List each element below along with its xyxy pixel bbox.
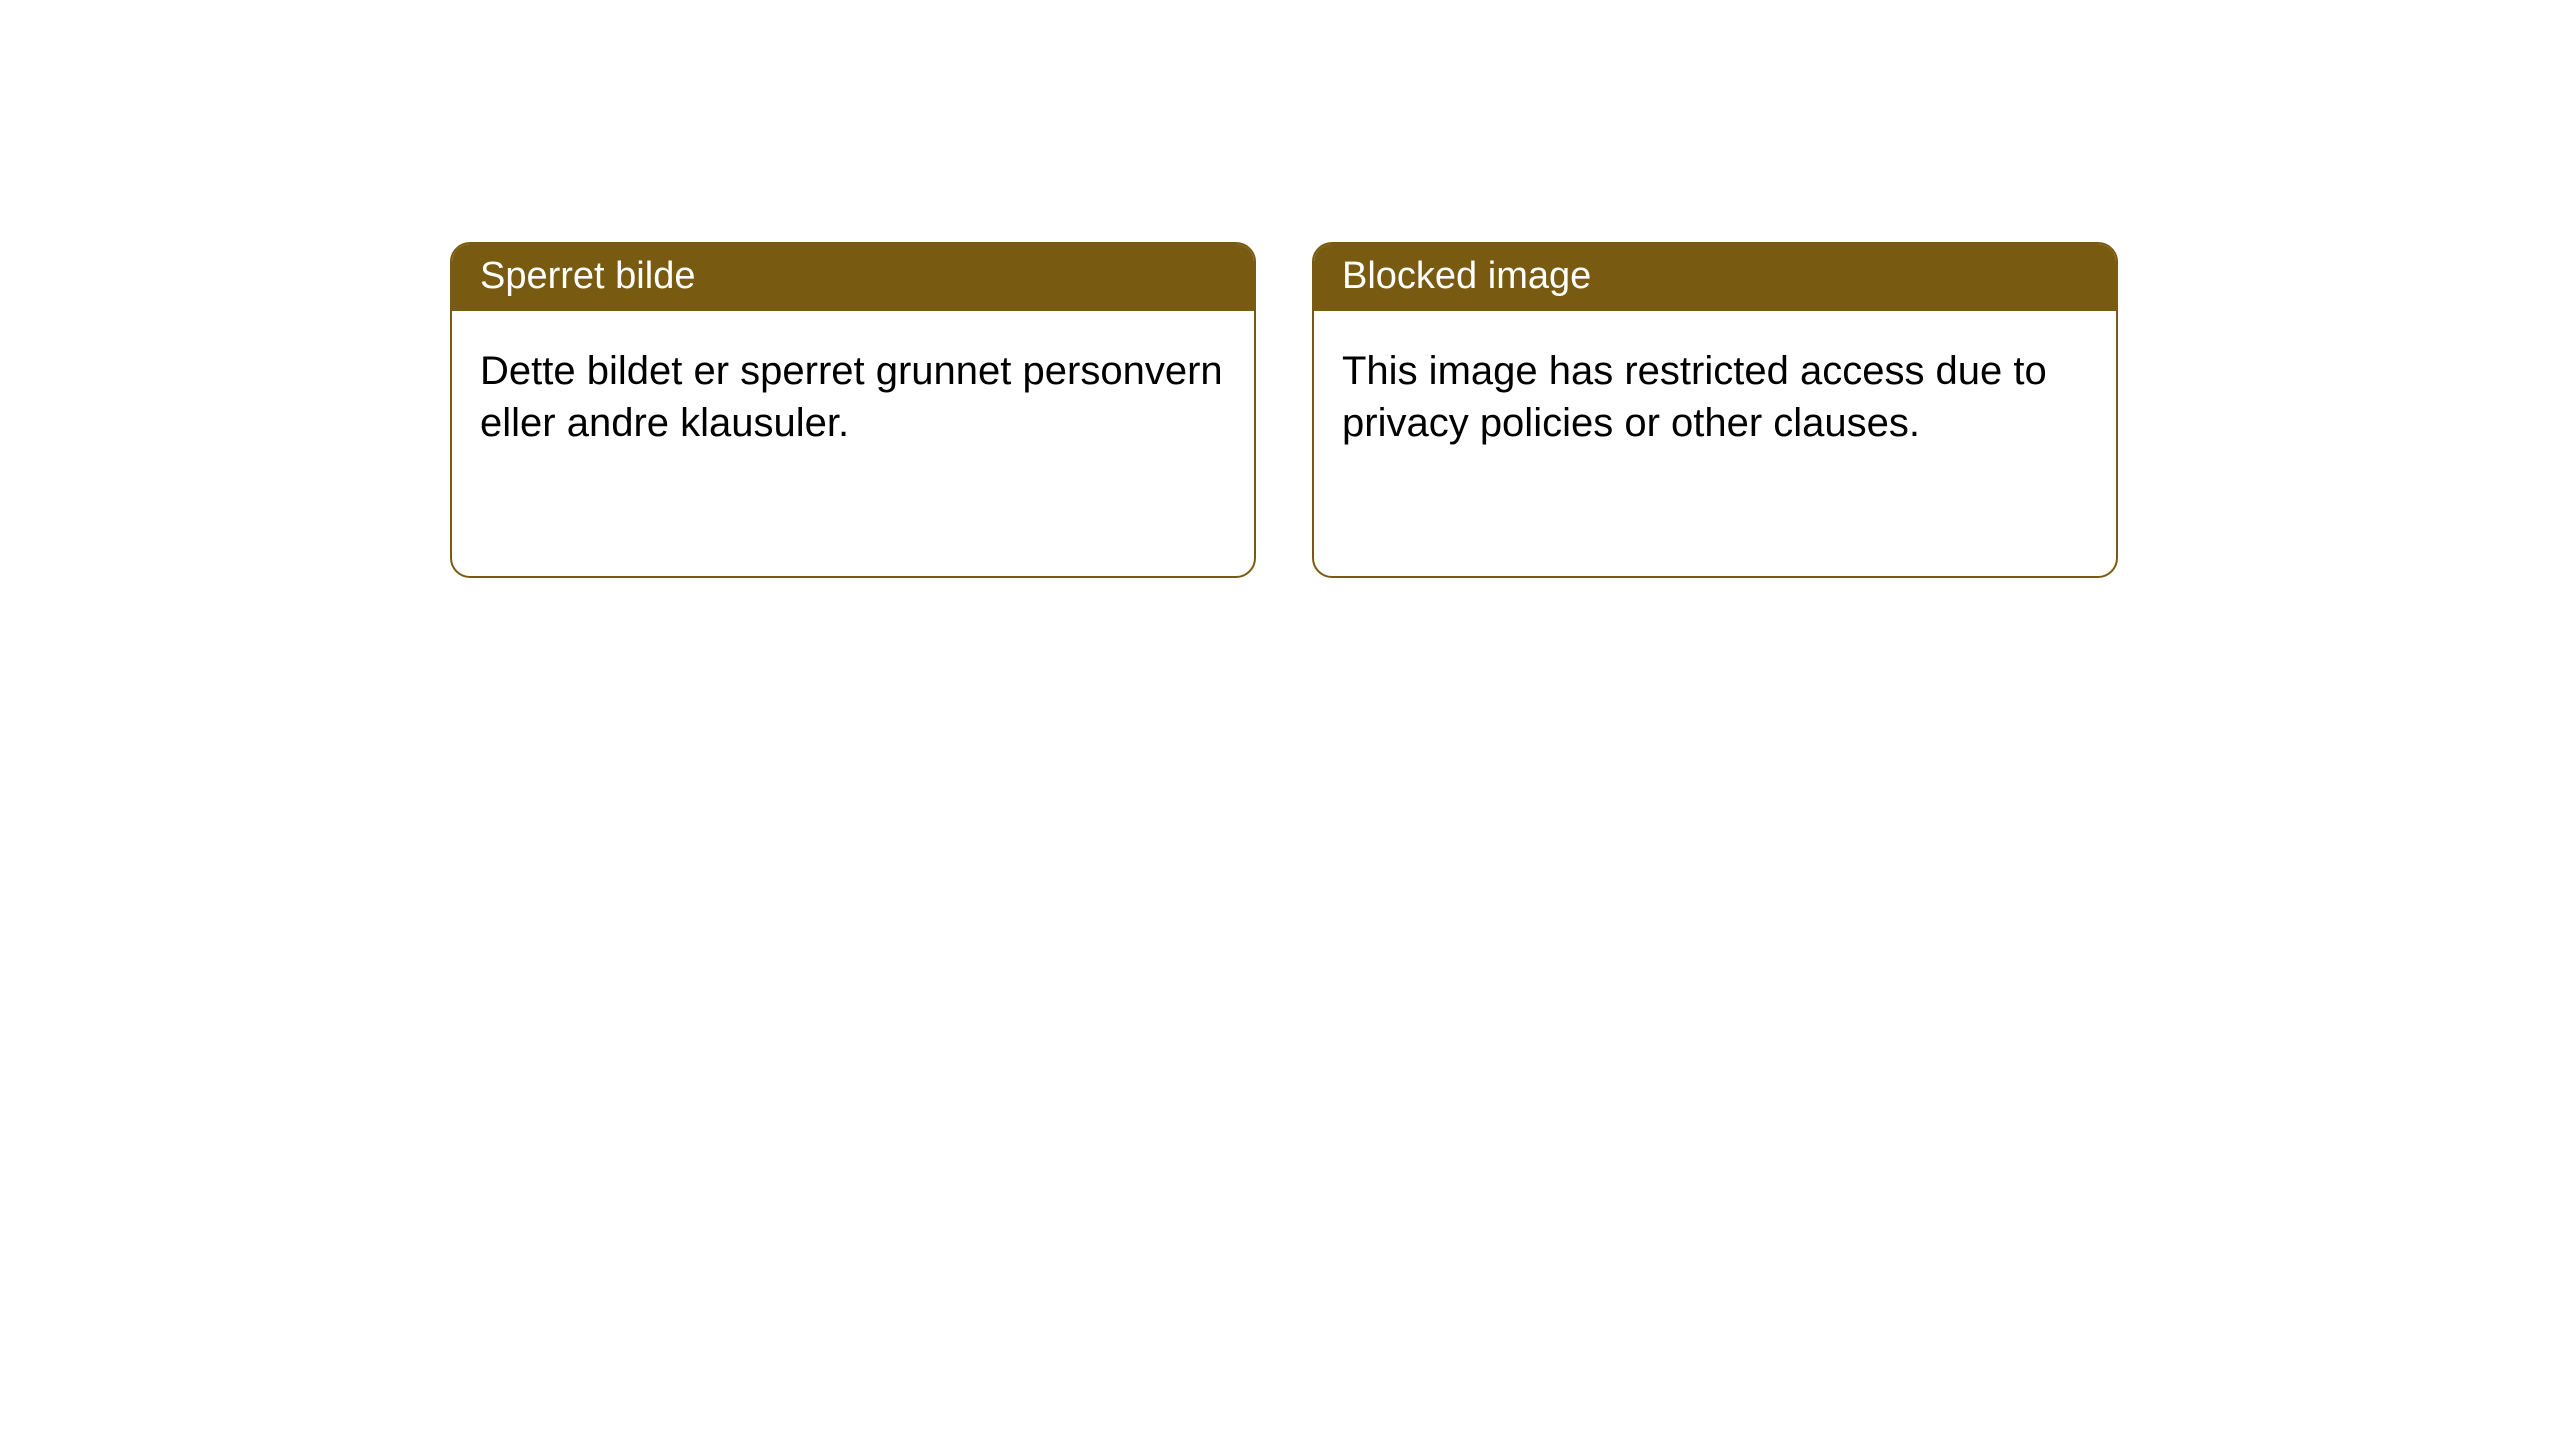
notice-cards-container: Sperret bilde Dette bildet er sperret gr… (0, 0, 2560, 578)
card-header: Blocked image (1314, 244, 2116, 311)
card-body-text: Dette bildet er sperret grunnet personve… (480, 349, 1223, 445)
card-title: Sperret bilde (480, 255, 695, 297)
card-header: Sperret bilde (452, 244, 1254, 311)
blocked-image-card-norwegian: Sperret bilde Dette bildet er sperret gr… (450, 242, 1256, 578)
card-body: This image has restricted access due to … (1314, 311, 2116, 483)
card-body-text: This image has restricted access due to … (1342, 349, 2047, 445)
card-title: Blocked image (1342, 255, 1591, 297)
card-body: Dette bildet er sperret grunnet personve… (452, 311, 1254, 483)
blocked-image-card-english: Blocked image This image has restricted … (1312, 242, 2118, 578)
